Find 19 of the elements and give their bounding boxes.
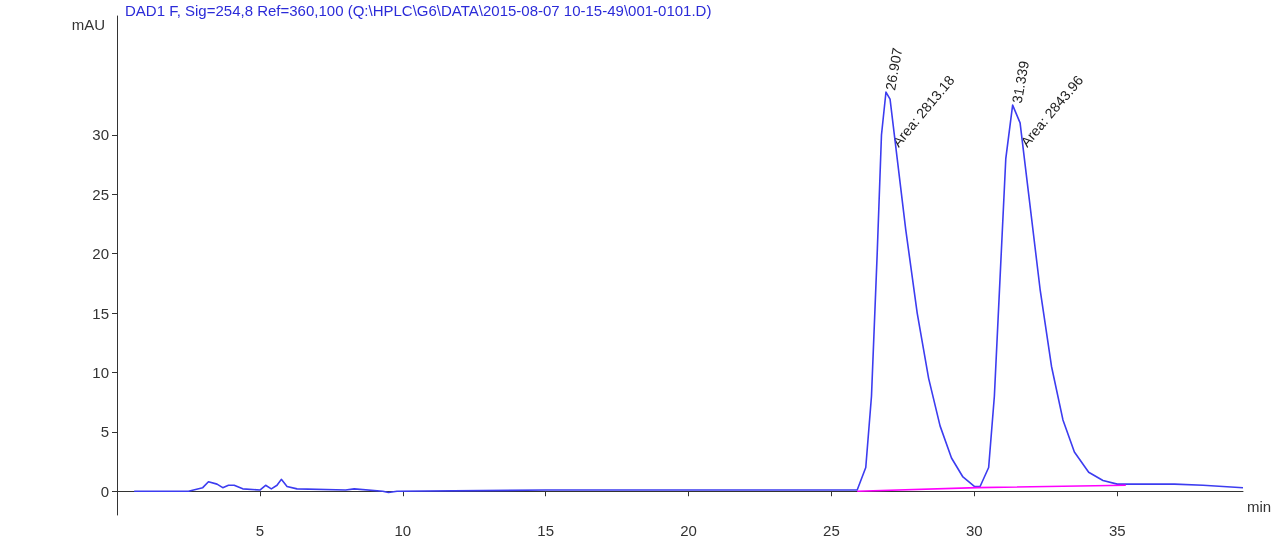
y-tick-label: 25 [92,185,109,203]
x-tick-label: 5 [255,522,265,539]
x-tick-label: 35 [1108,522,1126,539]
y-tick-label: 0 [100,482,109,500]
y-tick-label: 30 [92,126,109,144]
x-tick-label: 25 [823,522,840,539]
y-tick-label: 10 [92,363,109,381]
y-tick-label: 5 [100,423,109,441]
chart-title: DAD1 F, Sig=254,8 Ref=360,100 (Q:\HPLC\G6\DATA\2015-08-07 10-15-49\001-0101.D) [125,2,712,19]
x-axis-title: min [1247,498,1272,516]
annotation: 31.339 [1008,59,1032,105]
y-tick-label: 15 [92,304,109,322]
x-tick-label: 15 [537,522,555,539]
x-tick-label: 20 [680,522,697,539]
x-tick-label: 10 [394,522,412,539]
y-axis-title: mAU [71,16,105,33]
y-tick-label: 20 [92,245,109,263]
annotation: 26.907 [882,46,906,92]
x-tick-label: 30 [966,522,983,539]
